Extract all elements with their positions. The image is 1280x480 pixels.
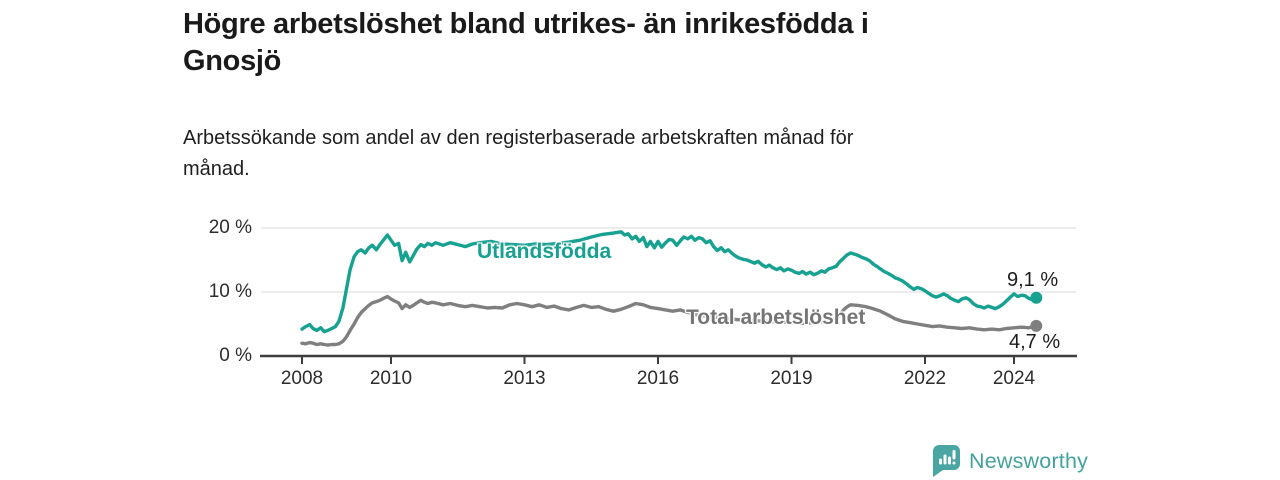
newsworthy-brand-text: Newsworthy bbox=[969, 448, 1089, 473]
chart-subtitle: Arbetssökande som andel av den registerb… bbox=[183, 123, 1063, 185]
x-axis-tick-label: 2010 bbox=[369, 368, 413, 389]
series-end-dot bbox=[1030, 291, 1043, 304]
x-axis-tick-label: 2024 bbox=[992, 368, 1036, 389]
x-axis-tick-label: 2016 bbox=[636, 368, 680, 389]
y-axis-tick-label: 20 % bbox=[208, 217, 252, 238]
x-axis-tick-label: 2013 bbox=[503, 368, 546, 389]
end-value-label-total: 4,7 % bbox=[1009, 331, 1061, 353]
x-axis-tick-label: 2019 bbox=[770, 368, 813, 389]
page-title: Högre arbetslöshet bland utrikes- än inr… bbox=[183, 6, 1103, 80]
end-value-label-utlandsfodda: 9,1 % bbox=[1007, 269, 1059, 291]
series-label-utlandsfodda: Utlandsfödda bbox=[477, 240, 612, 263]
y-axis-tick-label: 0 % bbox=[219, 345, 252, 366]
newsworthy-logo-icon bbox=[933, 445, 960, 477]
title-line-1: Högre arbetslöshet bland utrikes- än inr… bbox=[183, 8, 869, 40]
subtitle-line-2: månad. bbox=[183, 158, 250, 180]
series-line bbox=[300, 230, 1038, 334]
x-axis-tick-label: 2008 bbox=[280, 368, 324, 389]
x-axis-tick-label: 2022 bbox=[903, 368, 947, 389]
series-label-total-arbetsloshet: Total arbetslöshet bbox=[686, 306, 866, 329]
series-end-dot bbox=[1030, 319, 1043, 332]
title-line-2: Gnosjö bbox=[183, 45, 282, 77]
subtitle-line-1: Arbetssökande som andel av den registerb… bbox=[183, 127, 854, 149]
series-line bbox=[300, 294, 1038, 347]
y-axis-tick-label: 10 % bbox=[208, 281, 252, 302]
newsworthy-brand-link[interactable]: Newsworthy bbox=[933, 445, 1088, 477]
